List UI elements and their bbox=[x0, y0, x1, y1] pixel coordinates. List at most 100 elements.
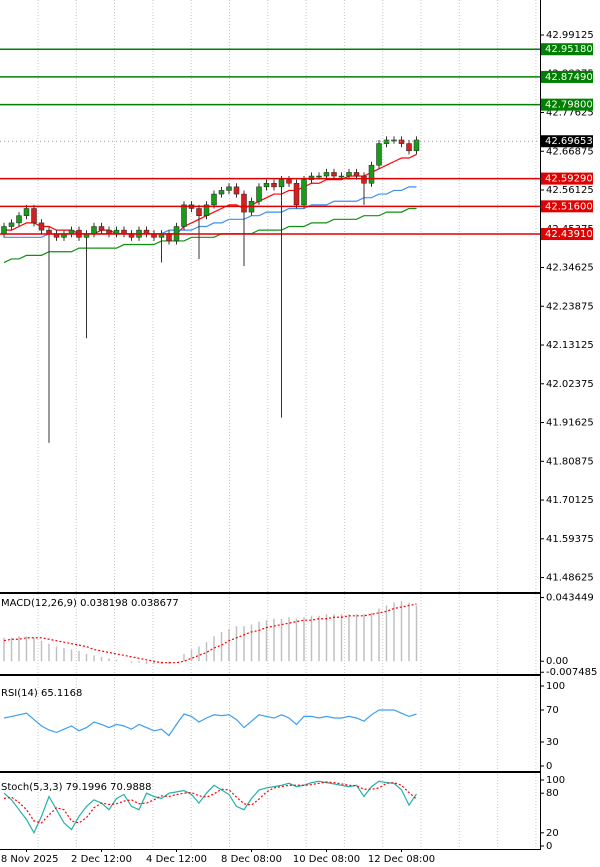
candle-body bbox=[368, 164, 375, 184]
indicator-line bbox=[3, 781, 417, 824]
candle-body bbox=[106, 229, 112, 234]
level-tag bbox=[541, 70, 593, 83]
level-tag bbox=[541, 98, 593, 111]
level-tag bbox=[541, 172, 593, 185]
y-tick-label: 0.00 bbox=[546, 656, 568, 667]
y-tick-label: 0 bbox=[546, 841, 552, 852]
candle-body bbox=[121, 229, 127, 234]
candle-body bbox=[16, 215, 22, 224]
panel-border bbox=[0, 674, 540, 676]
indicator-line bbox=[3, 603, 417, 664]
y-tick-label: 42.99125 bbox=[546, 30, 594, 41]
indicator-line bbox=[3, 709, 417, 737]
y-tick-label: 42.66875 bbox=[546, 146, 594, 157]
y-tick-label: 0.043449 bbox=[546, 593, 594, 604]
y-tick-label: 30 bbox=[546, 737, 559, 748]
panel-border bbox=[0, 771, 540, 773]
candle-body bbox=[1, 226, 7, 234]
candle-body bbox=[263, 182, 270, 188]
y-tick-label: 41.91625 bbox=[546, 418, 594, 429]
x-tick-label: 4 Dec 12:00 bbox=[146, 854, 207, 865]
level-tag bbox=[541, 43, 593, 56]
panel-title: Stoch(5,3,3) 79.1996 70.9888 bbox=[1, 782, 152, 793]
level-tag bbox=[541, 200, 593, 213]
grid bbox=[37, 0, 537, 849]
y-tick-label: 80 bbox=[546, 788, 559, 799]
level-label: 42.87490 bbox=[545, 72, 593, 83]
level-label: 42.79800 bbox=[545, 100, 593, 111]
y-tick-label: 42.13125 bbox=[546, 340, 594, 351]
candle-body bbox=[346, 172, 352, 177]
candle-body bbox=[8, 222, 15, 227]
candle-body bbox=[301, 179, 307, 206]
level-label: 42.43910 bbox=[545, 229, 593, 240]
y-tick-label: 42.56125 bbox=[546, 185, 594, 196]
candle-body bbox=[211, 193, 217, 206]
y-tick-label: 41.80875 bbox=[546, 456, 594, 467]
candle-body bbox=[203, 204, 210, 216]
candle-body bbox=[308, 175, 315, 180]
candle-body bbox=[91, 226, 97, 234]
axis-border bbox=[540, 0, 541, 850]
candle-body bbox=[233, 186, 240, 195]
candle-body bbox=[196, 208, 202, 216]
candle-body bbox=[98, 226, 105, 231]
candle-body bbox=[38, 222, 45, 231]
level-label: 42.51600 bbox=[545, 201, 593, 212]
candle-body bbox=[376, 143, 382, 166]
candle-body bbox=[68, 229, 75, 234]
candle-body bbox=[241, 193, 247, 213]
y-tick-label: 41.48625 bbox=[546, 573, 594, 584]
candle-body bbox=[31, 208, 37, 224]
candle-body bbox=[353, 172, 360, 177]
candle-body bbox=[218, 190, 225, 195]
candle-body bbox=[323, 172, 330, 177]
y-tick-label: 42.34625 bbox=[546, 263, 594, 274]
candle-body bbox=[278, 179, 285, 188]
candle-body bbox=[271, 182, 277, 188]
y-tick-label: 42.02375 bbox=[546, 379, 594, 390]
candle-body bbox=[256, 186, 262, 202]
x-tick-label: 8 Dec 08:00 bbox=[221, 854, 282, 865]
y-tick-label: 41.70125 bbox=[546, 495, 594, 506]
y-tick-label: -0.007485 bbox=[546, 667, 597, 678]
y-tick-label: 42.77625 bbox=[546, 107, 594, 118]
candle-body bbox=[293, 182, 300, 206]
candle-body bbox=[398, 139, 405, 144]
level-label: 42.59290 bbox=[545, 174, 593, 185]
candle-body bbox=[166, 233, 172, 242]
y-tick-label: 100 bbox=[546, 775, 565, 786]
x-tick-label: 12 Dec 08:00 bbox=[368, 854, 435, 865]
candle-body bbox=[143, 229, 150, 234]
y-tick-label: 70 bbox=[546, 705, 559, 716]
candle-body bbox=[413, 139, 420, 152]
candle-body bbox=[181, 204, 187, 227]
panel-border bbox=[0, 592, 540, 594]
candle-body bbox=[338, 175, 345, 178]
x-tick-label: 28 Nov 2025 bbox=[0, 854, 59, 865]
indicator-line bbox=[4, 153, 417, 235]
candle-body bbox=[286, 179, 292, 184]
candle-body bbox=[406, 143, 412, 152]
indicator-line bbox=[3, 207, 417, 264]
y-tick-label: 41.59375 bbox=[546, 534, 594, 545]
candle-body bbox=[113, 229, 120, 234]
candle-body bbox=[23, 208, 30, 216]
candle-body bbox=[391, 139, 397, 142]
indicator-line bbox=[3, 780, 417, 835]
candle-body bbox=[316, 175, 322, 178]
candle-body bbox=[226, 186, 232, 191]
level-tag bbox=[541, 228, 593, 241]
candle-body bbox=[383, 139, 390, 144]
last-price-label: 42.69653 bbox=[545, 136, 593, 147]
y-tick-label: 0 bbox=[546, 761, 552, 772]
panel-border bbox=[0, 849, 540, 850]
candle-body bbox=[361, 175, 367, 184]
candle-body bbox=[331, 172, 337, 177]
candle-body bbox=[46, 229, 52, 234]
panel-title: RSI(14) 65.1168 bbox=[1, 688, 82, 699]
x-tick-label: 2 Dec 12:00 bbox=[71, 854, 132, 865]
y-tick-label: 100 bbox=[546, 681, 565, 692]
x-tick-label: 10 Dec 08:00 bbox=[293, 854, 360, 865]
